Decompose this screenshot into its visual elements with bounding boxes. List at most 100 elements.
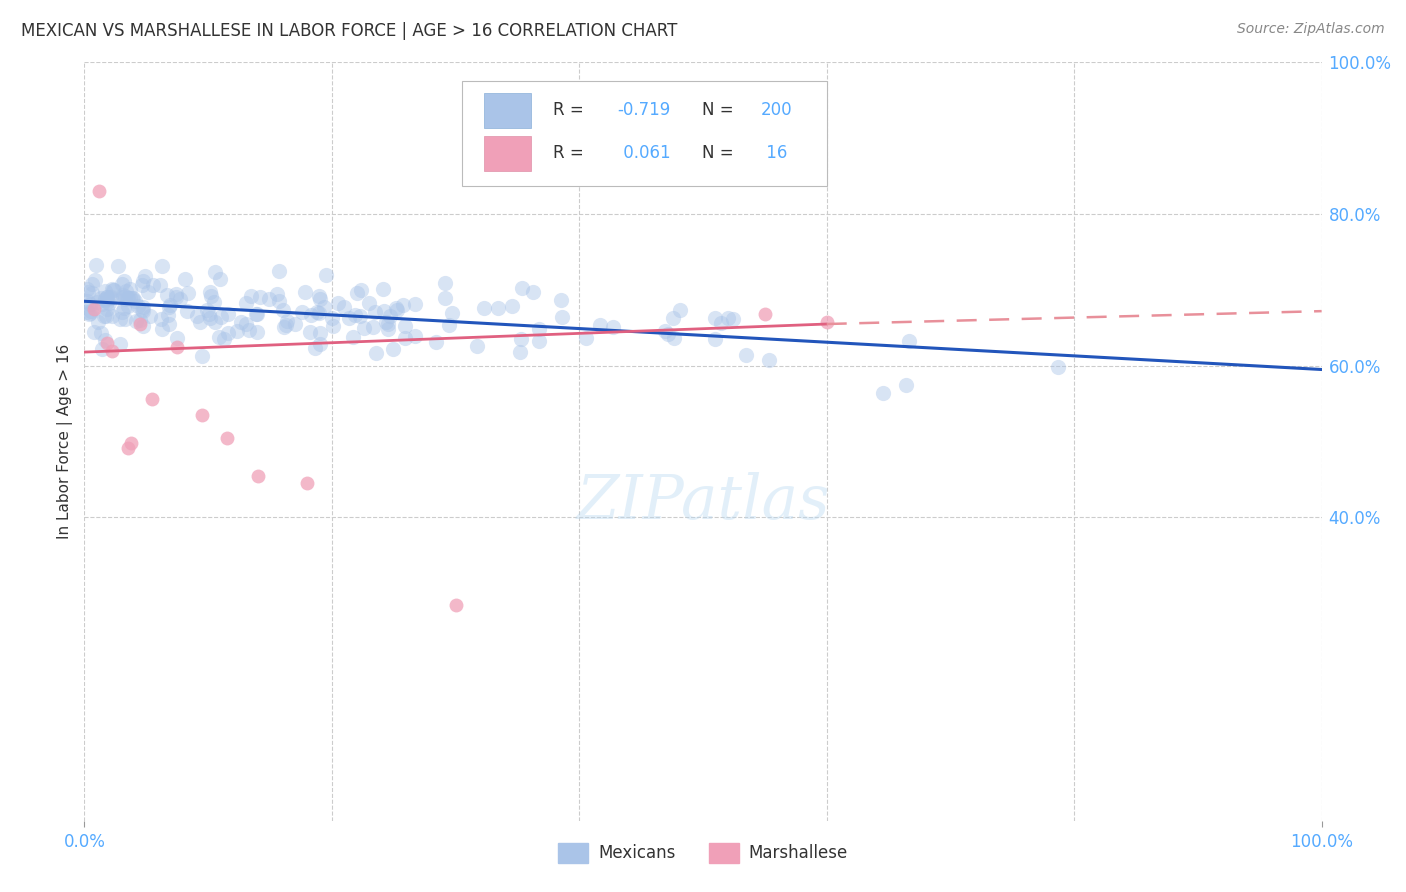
Point	[76, 293, 98, 308]
Point	[273, 320, 295, 334]
Point	[425, 335, 447, 350]
Point	[76, 282, 98, 296]
Point	[346, 285, 368, 300]
Point	[735, 348, 758, 362]
Point	[198, 306, 221, 320]
Legend: Mexicans, Marshallese: Mexicans, Marshallese	[551, 837, 855, 869]
Point	[357, 295, 380, 310]
Point	[305, 305, 328, 319]
Point	[124, 314, 146, 328]
Point	[150, 311, 173, 326]
Point	[322, 319, 344, 334]
Point	[276, 318, 298, 332]
Point	[94, 310, 117, 324]
Point	[204, 315, 226, 329]
Point	[120, 436, 142, 450]
Point	[657, 326, 679, 341]
Point	[758, 353, 780, 368]
Point	[266, 286, 288, 301]
Bar	[484, 93, 531, 128]
Point	[1046, 360, 1069, 375]
Point	[91, 342, 114, 356]
Point	[404, 329, 426, 343]
Point	[139, 309, 162, 323]
Point	[132, 319, 155, 334]
Point	[269, 293, 291, 308]
Text: R =: R =	[554, 101, 589, 120]
Point	[662, 310, 685, 325]
Point	[90, 326, 112, 340]
Point	[131, 302, 153, 317]
Point	[754, 307, 776, 321]
Point	[120, 291, 142, 305]
Bar	[484, 136, 531, 171]
Point	[405, 297, 427, 311]
Point	[721, 311, 744, 326]
Point	[589, 318, 612, 332]
Point	[710, 316, 733, 330]
Point	[82, 285, 104, 300]
Point	[173, 272, 195, 286]
Point	[103, 283, 125, 297]
Point	[378, 310, 401, 324]
Point	[91, 297, 114, 311]
Point	[101, 309, 124, 323]
Point	[114, 311, 136, 326]
Point	[373, 282, 395, 296]
Point	[166, 340, 188, 354]
Point	[176, 303, 198, 318]
Y-axis label: In Labor Force | Age > 16: In Labor Force | Age > 16	[58, 344, 73, 539]
Point	[299, 308, 322, 322]
Point	[249, 290, 271, 304]
Point	[96, 290, 118, 304]
Point	[76, 305, 98, 319]
Point	[198, 285, 221, 300]
Point	[112, 289, 135, 303]
Point	[375, 315, 398, 329]
Point	[366, 346, 388, 360]
Point	[326, 295, 349, 310]
Point	[294, 285, 316, 299]
Point	[90, 291, 112, 305]
Point	[894, 378, 917, 392]
Point	[111, 305, 134, 319]
Point	[394, 319, 416, 334]
Point	[271, 302, 294, 317]
Point	[132, 274, 155, 288]
Point	[115, 291, 138, 305]
Point	[120, 282, 142, 296]
Point	[112, 274, 135, 288]
Point	[284, 317, 307, 331]
Point	[76, 285, 98, 300]
Point	[117, 291, 139, 305]
Point	[87, 315, 110, 329]
Point	[79, 306, 101, 320]
Point	[350, 283, 373, 297]
Point	[93, 333, 115, 347]
Point	[510, 281, 533, 295]
Point	[377, 322, 399, 336]
Text: MEXICAN VS MARSHALLESE IN LABOR FORCE | AGE > 16 CORRELATION CHART: MEXICAN VS MARSHALLESE IN LABOR FORCE | …	[21, 22, 678, 40]
Point	[437, 318, 460, 332]
Point	[141, 392, 163, 406]
Point	[527, 334, 550, 348]
Point	[98, 291, 121, 305]
Point	[114, 289, 136, 303]
Point	[134, 268, 156, 283]
Point	[94, 293, 117, 307]
Point	[96, 335, 118, 350]
Point	[80, 277, 103, 291]
Point	[101, 283, 124, 297]
Point	[575, 331, 598, 345]
Point	[246, 308, 269, 322]
Point	[191, 408, 214, 422]
Point	[117, 441, 139, 455]
Point	[217, 326, 239, 340]
Point	[309, 326, 332, 340]
Point	[83, 326, 105, 340]
Point	[381, 342, 404, 356]
Point	[309, 336, 332, 351]
Point	[127, 299, 149, 313]
Point	[93, 292, 115, 306]
Point	[226, 324, 249, 338]
